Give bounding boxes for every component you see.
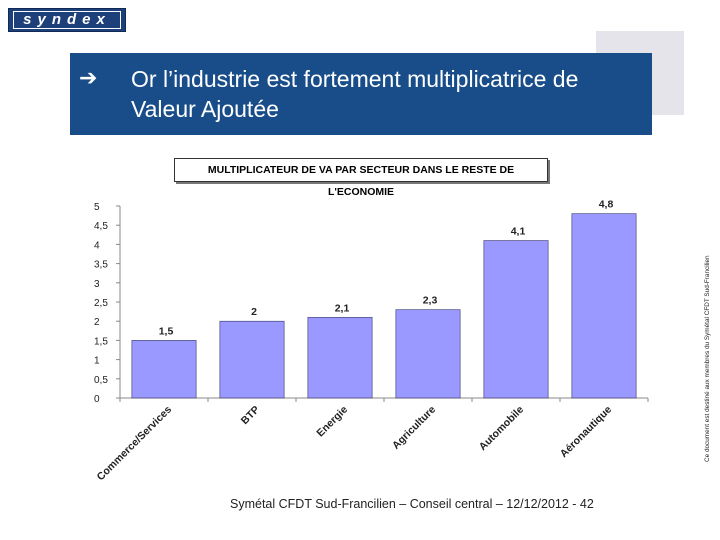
x-category-label: Agriculture [390,404,438,452]
bar [219,320,285,399]
x-category-label: Automobile [477,404,526,453]
bar [571,213,637,399]
bar-value-label: 2,1 [335,302,350,314]
y-tick-label: 3 [94,279,100,290]
y-tick-label: 4 [94,240,100,251]
bar-value-label: 2 [251,306,257,318]
y-tick-label: 2 [94,317,100,328]
y-tick-label: 1,5 [94,336,108,347]
x-category-label: Aéronautique [558,404,614,460]
y-tick-label: 5 [94,202,100,213]
y-tick-label: 4,5 [94,221,108,232]
y-tick-label: 3,5 [94,260,108,271]
bar-value-label: 4,1 [511,226,526,238]
chart-title: MULTIPLICATEUR DE VA PAR SECTEUR DANS LE… [174,158,548,198]
x-category-label: Energie [314,404,350,440]
bar [395,309,461,399]
x-category-label: Commerce/Services [95,404,175,484]
y-tick-label: 1 [94,356,100,367]
x-category-label: BTP [239,404,262,427]
bar [307,317,373,399]
bar [483,240,549,399]
slide-footer: Symétal CFDT Sud-Francilien – Conseil ce… [230,497,594,511]
y-tick-label: 2,5 [94,298,108,309]
logo-text: syndex [13,11,121,29]
right-arrow-icon: ➔ [79,65,98,90]
slide-title: Or l’industrie est fortement multiplicat… [131,66,579,122]
bar-value-label: 2,3 [423,295,438,307]
bar [131,340,197,399]
syndex-logo: syndex [8,8,126,32]
bar-value-label: 4,8 [599,199,614,211]
y-tick-label: 0,5 [94,375,108,386]
bar-value-label: 1,5 [159,325,174,337]
title-band [70,53,652,135]
y-tick-label: 0 [94,394,100,405]
